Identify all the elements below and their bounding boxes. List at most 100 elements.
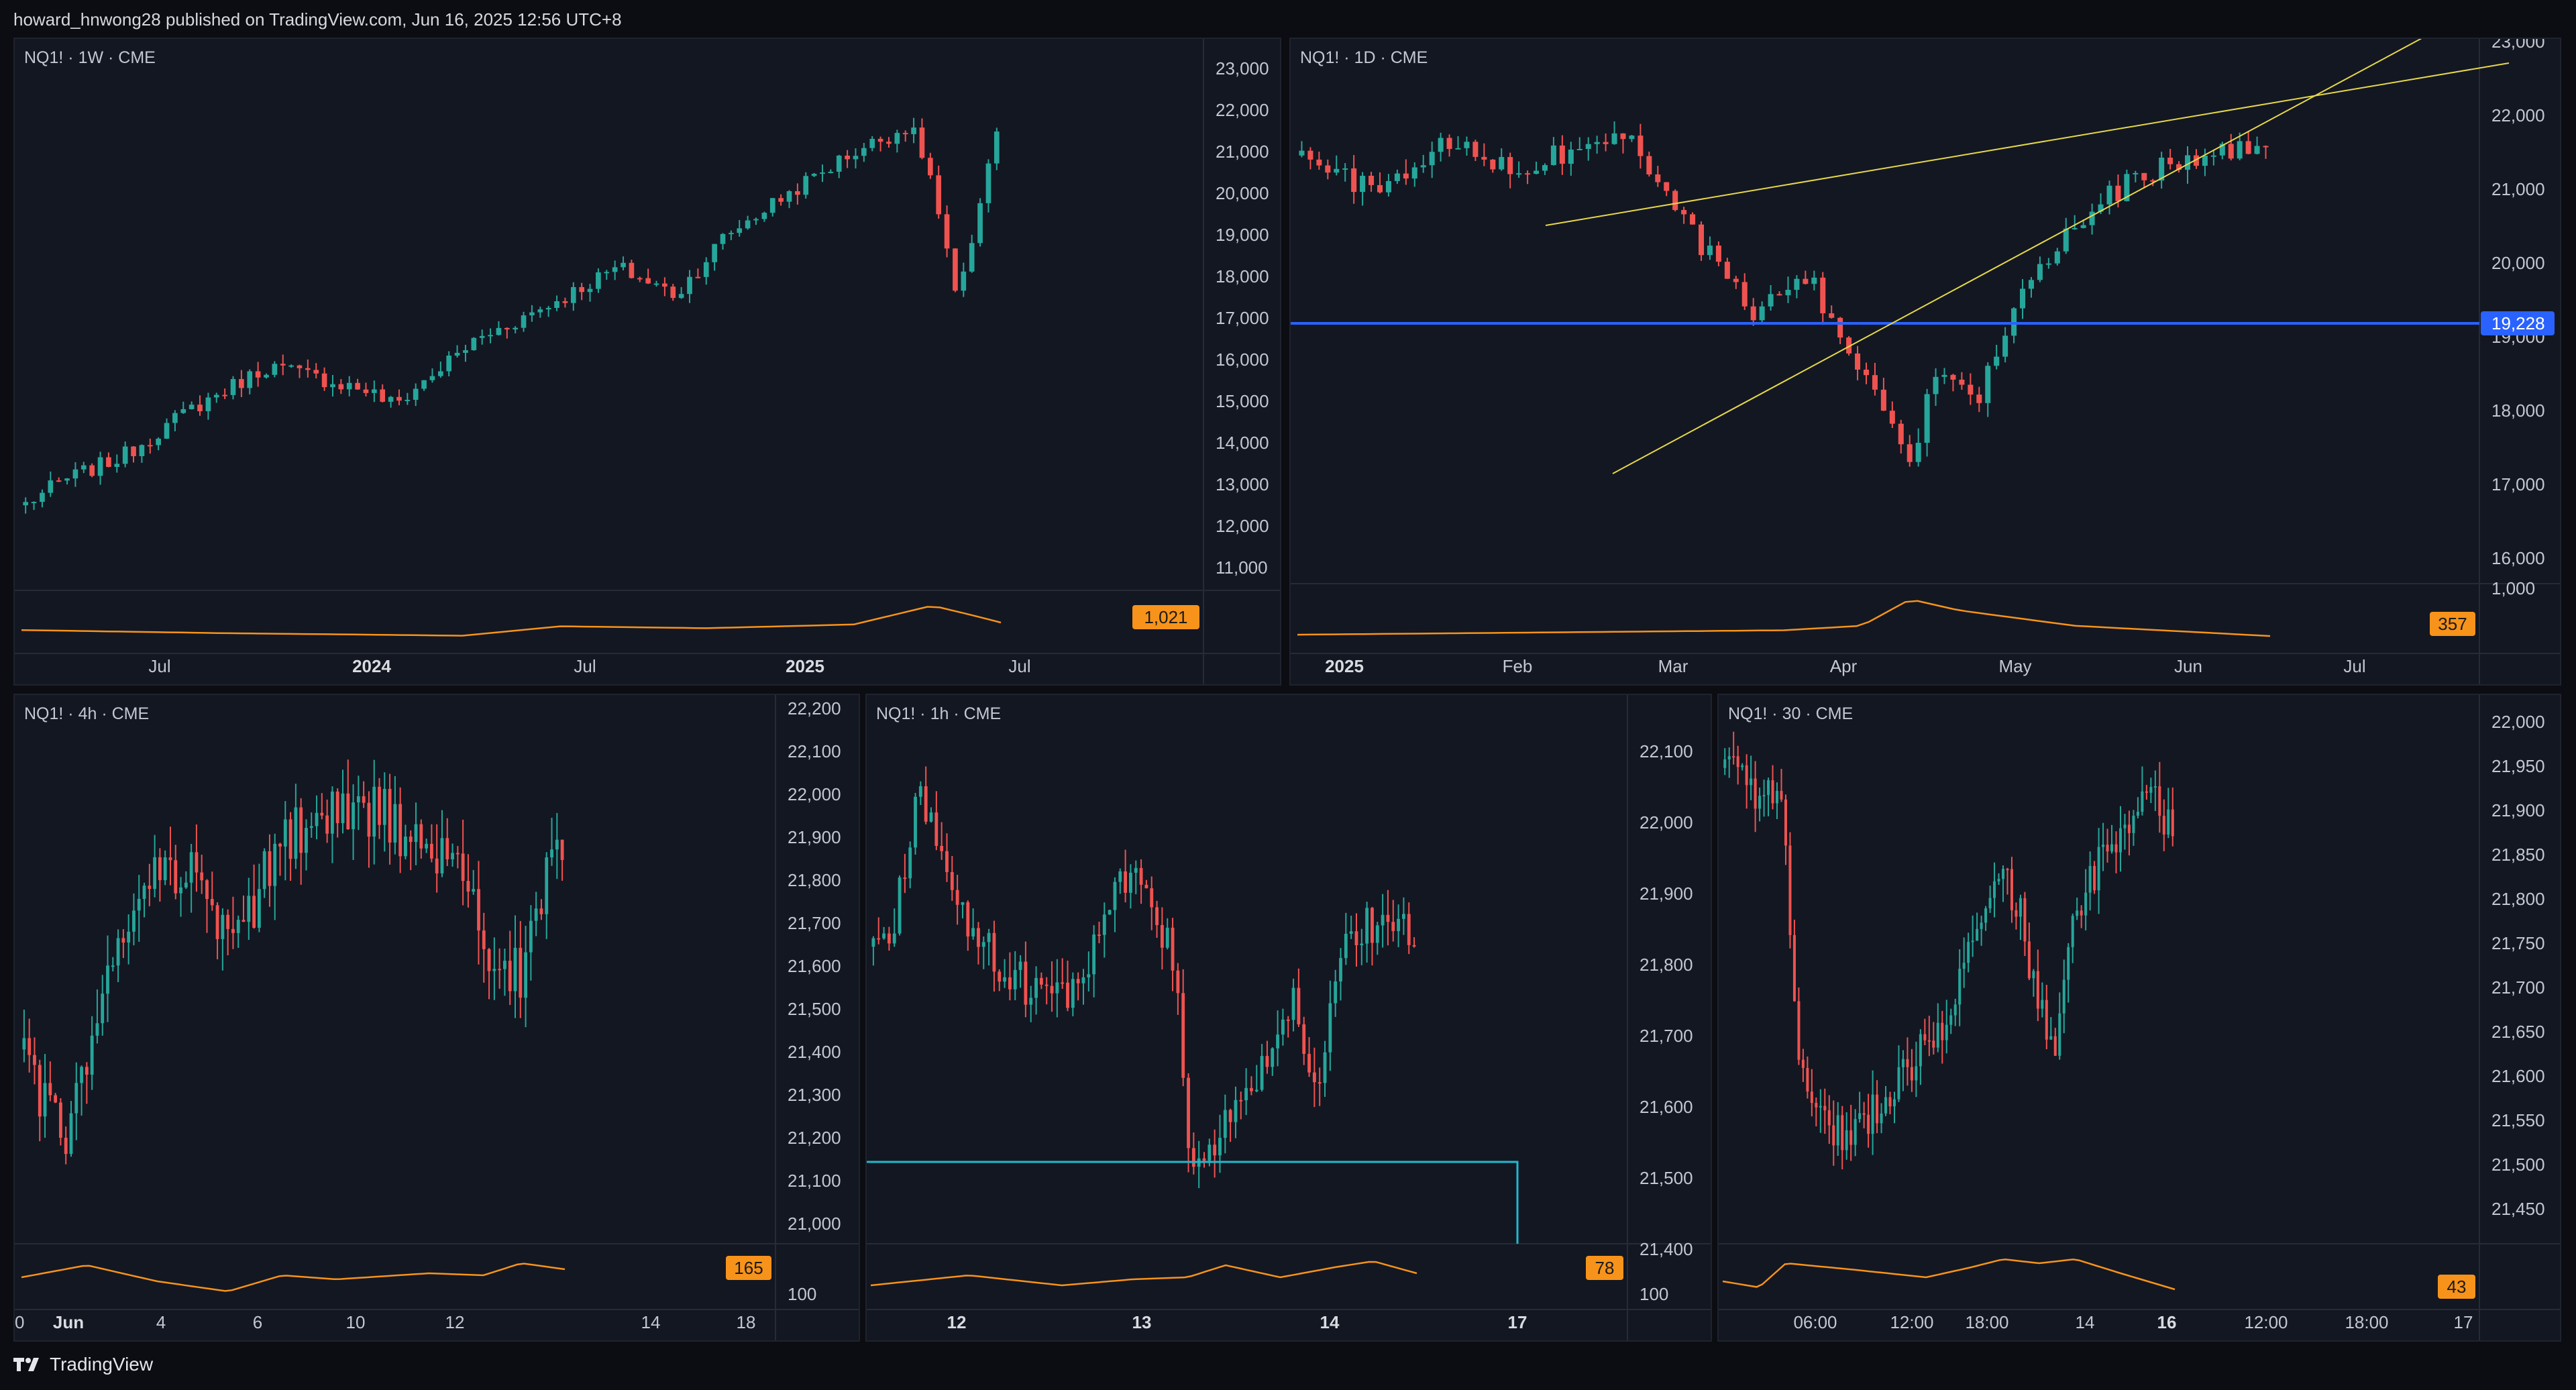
time-tick-label: 17	[1508, 1312, 1527, 1332]
candle-body	[127, 931, 131, 943]
indicator-value-text: 357	[2438, 614, 2467, 634]
candle-body	[1681, 210, 1687, 215]
candle-body	[153, 857, 157, 890]
candle-body	[2145, 791, 2148, 793]
candle-body	[2054, 251, 2060, 264]
candle-body	[1342, 168, 1348, 170]
candle-body	[929, 812, 933, 822]
candle-body	[1129, 872, 1132, 893]
candle-body	[1403, 173, 1409, 179]
candle-body	[2010, 869, 2013, 910]
candle-body	[1841, 1115, 1844, 1151]
chart-canvas[interactable]: 22,100 22,000 21,900 21,800 21,700 21,600 21,5…	[867, 695, 1712, 1342]
candle-body	[508, 961, 512, 992]
candle-body	[1134, 867, 1138, 873]
candle-body	[987, 932, 991, 943]
price-tick-label: 21,950	[2491, 756, 2545, 776]
chart-panel-4h[interactable]: NQ1! · 4h · CME 22,200 22,100 22,000 21,900…	[13, 694, 860, 1342]
candle-body	[1286, 1019, 1290, 1021]
candle-body	[803, 176, 809, 195]
price-tick-label: 21,000	[2491, 179, 2545, 199]
candle-body	[902, 133, 908, 135]
candle-body	[2028, 280, 2034, 289]
candle-body	[1976, 394, 1982, 403]
candle-body	[2045, 1000, 2048, 1040]
candle-body	[90, 1035, 94, 1075]
candle-body	[882, 933, 885, 939]
candle-body	[40, 492, 45, 502]
price-tick-label: 21,900	[2491, 800, 2545, 820]
candle-body	[398, 804, 402, 857]
candle-body	[1344, 933, 1348, 959]
price-tick-label: 21,700	[1640, 1026, 1693, 1046]
chart-canvas[interactable]: 22,200 22,100 22,000 21,900 21,800 21,700 21,6…	[15, 695, 860, 1342]
candle-body	[1481, 156, 1487, 160]
candle-body	[1576, 148, 1582, 150]
candle-body	[2149, 787, 2153, 793]
candle-body	[2219, 144, 2225, 156]
candle-body	[414, 824, 418, 843]
candle-body	[936, 175, 942, 215]
price-tick-label: 23,000	[1216, 58, 1269, 78]
candle-body	[1155, 907, 1159, 925]
candle-body	[687, 276, 692, 295]
time-tick-label: 2025	[786, 656, 824, 676]
candle-body	[404, 837, 407, 857]
candle-body	[388, 396, 394, 402]
candle-body	[200, 872, 204, 881]
candle-body	[1867, 1114, 1870, 1134]
chart-panel-1h[interactable]: NQ1! · 1h · CME 22,100 22,000 21,900 21,800…	[865, 694, 1712, 1342]
chart-canvas[interactable]: 23,00022,00021,00020,00019,00018,00017,0…	[15, 39, 1281, 686]
candle-body	[409, 837, 413, 843]
candle-body	[1176, 970, 1180, 994]
candle-body	[2118, 828, 2122, 853]
candle-body	[1464, 142, 1470, 148]
candle-body	[114, 464, 120, 467]
candle-body	[886, 142, 892, 144]
tradingview-logo[interactable]: TradingView	[13, 1354, 153, 1375]
candle-body	[1381, 914, 1385, 926]
candle-body	[1962, 963, 1966, 969]
candle-body	[69, 1113, 73, 1155]
chart-canvas[interactable]: 23,00022,00021,00020,00019,00018,00017,0…	[1291, 39, 2561, 686]
candle-body	[1254, 1089, 1258, 1091]
candle-body	[537, 309, 543, 313]
candle-body	[2006, 869, 2009, 871]
candle-body	[703, 262, 709, 277]
candle-body	[1823, 1106, 1827, 1111]
candle-body	[2080, 225, 2086, 228]
candle-body	[262, 851, 266, 890]
candle-body	[1971, 941, 1974, 943]
candle-body	[869, 138, 875, 148]
candle-body	[2263, 146, 2269, 148]
chart-panel-30m[interactable]: NQ1! · 30 · CME 22,000 21,950 21,900 21,850…	[1717, 694, 2561, 1342]
candle-body	[2106, 845, 2109, 852]
candle-body	[940, 845, 944, 851]
price-tick-label: 21,550	[2491, 1110, 2545, 1130]
candle-body	[1050, 985, 1054, 994]
chart-panel-weekly[interactable]: NQ1! · 1W · CME 23,000 22,000 21,000 20,000…	[13, 38, 1281, 686]
candle-body	[2093, 865, 2096, 891]
chart-canvas[interactable]: 22,000 21,950 21,900 21,850 21,800 21,750 21,7…	[1719, 695, 2561, 1342]
time-tick-label: Mar	[1658, 656, 1688, 676]
candle-body	[1472, 142, 1479, 157]
candle-body	[1664, 182, 1670, 191]
candle-body	[1092, 934, 1096, 975]
candle-body	[1360, 943, 1364, 945]
candle-body	[2023, 898, 2027, 942]
candle-body	[2127, 824, 2131, 833]
candle-body	[2020, 288, 2026, 309]
candle-body	[1910, 1067, 1913, 1081]
time-tick-label: 13	[1132, 1312, 1152, 1332]
time-tick-label: 20	[15, 1312, 24, 1332]
symbol-label: NQ1! · 1h · CME	[876, 704, 1002, 723]
time-tick-label: Jun	[2174, 656, 2202, 676]
candle-body	[2158, 786, 2161, 816]
candle-body	[106, 457, 111, 467]
candle-body	[1144, 884, 1148, 889]
price-tick-label: 21,400	[1640, 1239, 1693, 1259]
chart-panel-daily[interactable]: NQ1! · 1D · CME 23,000 22,000 21,000 20,000…	[1289, 38, 2561, 686]
candle-body	[241, 920, 246, 922]
time-tick-label: 2025	[1325, 656, 1364, 676]
price-tick-label: 18,000	[2491, 400, 2545, 421]
